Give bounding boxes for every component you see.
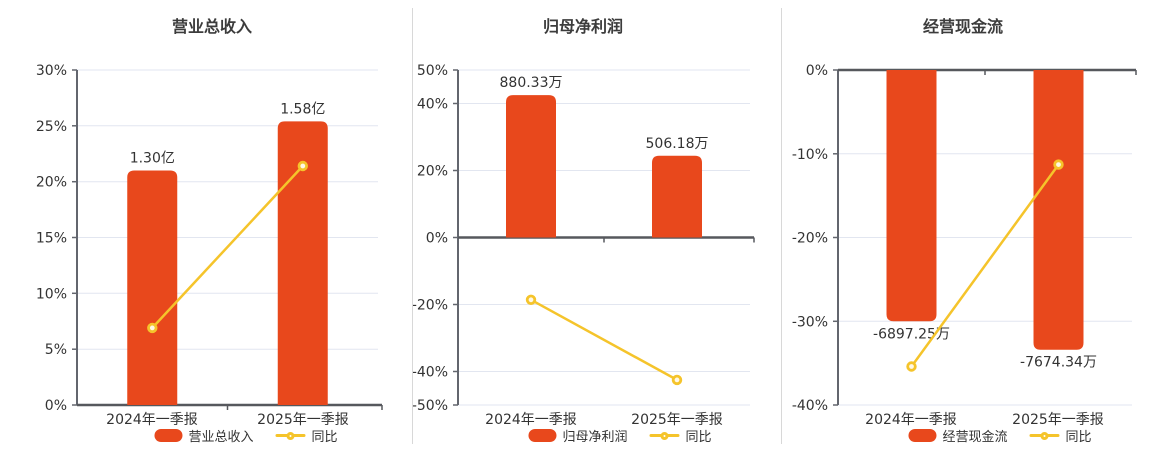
- y-tick-label: 40%: [417, 97, 448, 113]
- y-tick-label: 20%: [36, 175, 67, 191]
- chart-title-net-profit: 归母净利润: [542, 17, 624, 36]
- bar-value-label: 1.58亿: [280, 101, 325, 117]
- legend-cash-flow: 经营现金流 同比: [908, 426, 1092, 445]
- cash-flow-bar-2025年一季报[interactable]: [1033, 70, 1084, 350]
- legend-label-cash-flow: 经营现金流: [942, 430, 1008, 445]
- yoy-ring-icon: [1040, 431, 1049, 440]
- x-label-revenue-2025: 2025年一季报: [257, 412, 349, 428]
- y-tick-label: 0%: [806, 63, 828, 79]
- net-profit-bar-2025年一季报[interactable]: [652, 155, 702, 238]
- legend-item-cash-flow-yoy[interactable]: 同比: [1029, 426, 1092, 445]
- y-tick-label: -50%: [412, 398, 448, 414]
- y-tick-label: 25%: [36, 119, 67, 135]
- y-tick-label: -30%: [792, 314, 828, 330]
- cash-flow-bar-2024年一季报[interactable]: [886, 70, 937, 322]
- y-tick-label: -20%: [412, 298, 448, 314]
- legend-label-yoy: 同比: [311, 430, 338, 445]
- y-tick-label: -40%: [412, 365, 448, 381]
- cash-flow-yoy-marker-2024年一季报[interactable]: [906, 361, 917, 372]
- chart-revenue: 30% 25% 20% 15% 10% 5% 0% 1.30亿 1.58亿: [36, 63, 383, 414]
- legend-item-revenue-bar[interactable]: 营业总收入: [154, 426, 254, 445]
- net-profit-yoy-marker-2024年一季报[interactable]: [525, 294, 537, 305]
- y-tick-label: -20%: [792, 231, 828, 247]
- legend-item-cash-flow-bar[interactable]: 经营现金流: [908, 426, 1008, 445]
- bar-value-label: 1.30亿: [130, 151, 175, 167]
- bar-value-label: 506.18万: [646, 136, 709, 152]
- yoy-ring-icon: [286, 431, 295, 440]
- cash-flow-yoy-marker-2025年一季报[interactable]: [1053, 159, 1064, 170]
- legend-label-net-profit: 归母净利润: [562, 430, 628, 445]
- bar-swatch-icon: [154, 429, 183, 442]
- revenue-yoy-line: [151, 164, 305, 330]
- yoy-ring-icon: [660, 431, 669, 440]
- net-profit-yoy-line: [529, 298, 679, 382]
- x-label-revenue-2024: 2024年一季报: [106, 412, 198, 428]
- legend-revenue: 营业总收入 同比: [154, 426, 338, 445]
- net-profit-bar-2024年一季报[interactable]: [506, 95, 556, 238]
- x-label-cash-flow-2025: 2025年一季报: [1012, 412, 1104, 428]
- y-tick-label: 10%: [36, 286, 67, 302]
- yoy-line-icon: [649, 429, 680, 442]
- legend-label-yoy: 同比: [1065, 430, 1092, 445]
- legend-item-net-profit-yoy[interactable]: 同比: [649, 426, 712, 445]
- yoy-line-icon: [275, 429, 306, 442]
- y-tick-label: 30%: [36, 63, 67, 79]
- cash-flow-yoy-line: [910, 163, 1060, 368]
- legend-label-revenue: 营业总收入: [188, 430, 254, 445]
- y-tick-label: 0%: [426, 231, 448, 247]
- panel-divider-1: [412, 8, 413, 444]
- legend-item-revenue-yoy[interactable]: 同比: [275, 426, 338, 445]
- legend-label-yoy: 同比: [685, 430, 712, 445]
- revenue-yoy-marker-2024年一季报[interactable]: [147, 322, 158, 334]
- chart-cash-flow: 0%-10%-20%-30%-40%-6897.25万-7674.34万: [792, 63, 1137, 414]
- y-tick-label: 20%: [417, 164, 448, 180]
- revenue-bar-2025年一季报[interactable]: [277, 121, 328, 405]
- y-tick-label: -40%: [792, 398, 828, 414]
- legend-item-net-profit-bar[interactable]: 归母净利润: [528, 426, 628, 445]
- chart-net-profit: 50% 40% 20% 0% -20% -40% -50% 880.33万 506.18万: [412, 63, 755, 414]
- panel-divider-2: [781, 8, 782, 444]
- y-tick-label: 15%: [36, 231, 67, 247]
- revenue-yoy-marker-2025年一季报[interactable]: [297, 160, 308, 172]
- bar-value-label: -7674.34万: [1020, 355, 1097, 371]
- yoy-line-icon: [1029, 429, 1060, 442]
- bar-value-label: 880.33万: [500, 75, 563, 91]
- legend-net-profit: 归母净利润 同比: [528, 426, 712, 445]
- bar-swatch-icon: [908, 429, 937, 442]
- chart-title-cash-flow: 经营现金流: [922, 17, 1004, 36]
- net-profit-yoy-marker-2025年一季报[interactable]: [671, 374, 683, 386]
- x-label-net-profit-2025: 2025年一季报: [631, 412, 723, 428]
- x-label-net-profit-2024: 2024年一季报: [485, 412, 577, 428]
- y-tick-label: 0%: [45, 398, 67, 414]
- y-tick-label: 5%: [45, 342, 67, 358]
- y-tick-label: -10%: [792, 147, 828, 163]
- bar-swatch-icon: [528, 429, 557, 442]
- x-label-cash-flow-2024: 2024年一季报: [865, 412, 957, 428]
- y-tick-label: 50%: [417, 63, 448, 79]
- chart-title-revenue: 营业总收入: [171, 17, 253, 36]
- revenue-bar-2024年一季报[interactable]: [127, 170, 178, 406]
